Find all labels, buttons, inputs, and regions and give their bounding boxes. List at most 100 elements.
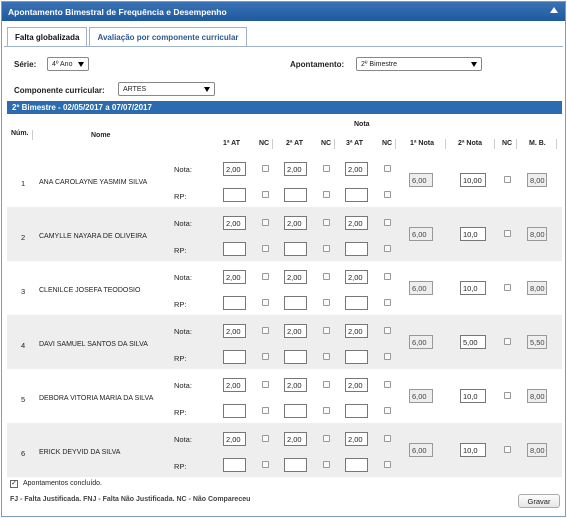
at2-nc-checkbox[interactable] [323,381,330,388]
at1-nota-input[interactable]: 2,00 [223,162,246,176]
at1-rp-nc-checkbox[interactable] [262,353,269,360]
at3-nc-checkbox[interactable] [384,165,391,172]
tab-falta-globalizada[interactable]: Falta globalizada [7,27,88,46]
at1-nc-checkbox[interactable] [262,381,269,388]
at3-nota-input[interactable]: 2,00 [345,324,368,338]
at2-rp-input[interactable] [284,242,307,256]
at1-rp-nc-checkbox[interactable] [262,245,269,252]
concluded-checkbox[interactable]: ✓ [10,480,18,488]
at1-rp-input[interactable] [223,350,246,364]
at3-rp-nc-checkbox[interactable] [384,245,391,252]
nota2-nc-checkbox[interactable] [504,176,511,183]
at3-nc-checkbox[interactable] [384,219,391,226]
nota1-readonly: 6,00 [409,227,433,241]
nota-row-label: Nota: [174,381,192,390]
at3-rp-nc-checkbox[interactable] [384,407,391,414]
at1-rp-input[interactable] [223,404,246,418]
at2-nota-input[interactable]: 2,00 [284,432,307,446]
nota2-nc-checkbox[interactable] [504,446,511,453]
at2-rp-nc-checkbox[interactable] [323,299,330,306]
at2-nc-checkbox[interactable] [323,327,330,334]
nota2-input[interactable]: 10,0 [460,227,486,241]
at2-rp-input[interactable] [284,350,307,364]
at2-nc-checkbox[interactable] [323,165,330,172]
period-bar: 2º Bimestre - 02/05/2017 a 07/07/2017 [7,101,562,114]
at1-nc-checkbox[interactable] [262,327,269,334]
at2-rp-input[interactable] [284,458,307,472]
at2-rp-input[interactable] [284,404,307,418]
nota2-input[interactable]: 10,0 [460,443,486,457]
at1-rp-input[interactable] [223,188,246,202]
header-separator [334,139,335,149]
period-text: 2º Bimestre - 02/05/2017 a 07/07/2017 [12,103,152,112]
nota2-nc-checkbox[interactable] [504,284,511,291]
at2-nota-input[interactable]: 2,00 [284,216,307,230]
at3-rp-nc-checkbox[interactable] [384,461,391,468]
at3-nc-checkbox[interactable] [384,381,391,388]
save-button[interactable]: Gravar [518,494,560,508]
nota2-input[interactable]: 10,00 [460,173,486,187]
at1-nota-input[interactable]: 2,00 [223,324,246,338]
at3-nota-input[interactable]: 2,00 [345,162,368,176]
at3-nc-checkbox[interactable] [384,273,391,280]
at1-nc-checkbox[interactable] [262,435,269,442]
at2-nc-checkbox[interactable] [323,273,330,280]
header-at1: 1ª AT [223,140,240,147]
at3-rp-input[interactable] [345,404,368,418]
at2-nota-input[interactable]: 2,00 [284,270,307,284]
nota2-nc-checkbox[interactable] [504,392,511,399]
tab-avaliacao-componente[interactable]: Avaliação por componente curricular [89,27,247,46]
at1-rp-nc-checkbox[interactable] [262,461,269,468]
at2-rp-nc-checkbox[interactable] [323,353,330,360]
at1-nc-checkbox[interactable] [262,273,269,280]
at2-nota-input[interactable]: 2,00 [284,162,307,176]
at2-rp-input[interactable] [284,296,307,310]
at2-nc-checkbox[interactable] [323,435,330,442]
at1-nc-checkbox[interactable] [262,219,269,226]
at3-nota-input[interactable]: 2,00 [345,216,368,230]
collapse-icon[interactable] [550,7,558,13]
at1-nota-input[interactable]: 2,00 [223,432,246,446]
at3-rp-input[interactable] [345,350,368,364]
at3-rp-nc-checkbox[interactable] [384,191,391,198]
at3-rp-input[interactable] [345,188,368,202]
nota2-input[interactable]: 10,0 [460,389,486,403]
student-name: DAVI SAMUEL SANTOS DA SILVA [39,341,148,348]
at3-rp-nc-checkbox[interactable] [384,299,391,306]
at2-rp-input[interactable] [284,188,307,202]
nota2-input[interactable]: 10,0 [460,281,486,295]
at2-rp-nc-checkbox[interactable] [323,245,330,252]
at3-nota-input[interactable]: 2,00 [345,270,368,284]
componente-select[interactable]: ARTES [118,82,215,96]
serie-select[interactable]: 4º Ano [47,57,89,71]
at3-rp-input[interactable] [345,458,368,472]
at1-rp-nc-checkbox[interactable] [262,191,269,198]
at2-nc-checkbox[interactable] [323,219,330,226]
at3-rp-input[interactable] [345,242,368,256]
at2-nota-input[interactable]: 2,00 [284,378,307,392]
at1-rp-nc-checkbox[interactable] [262,407,269,414]
at1-nc-checkbox[interactable] [262,165,269,172]
nota2-nc-checkbox[interactable] [504,230,511,237]
nota2-input[interactable]: 5,00 [460,335,486,349]
at2-rp-nc-checkbox[interactable] [323,407,330,414]
at1-rp-input[interactable] [223,242,246,256]
student-name: DEBORA VITORIA MARIA DA SILVA [39,395,154,402]
at1-rp-input[interactable] [223,458,246,472]
nota2-nc-checkbox[interactable] [504,338,511,345]
at1-nota-input[interactable]: 2,00 [223,216,246,230]
at3-rp-input[interactable] [345,296,368,310]
at2-nota-input[interactable]: 2,00 [284,324,307,338]
apontamento-select[interactable]: 2º Bimestre [356,57,482,71]
at2-rp-nc-checkbox[interactable] [323,461,330,468]
at3-nota-input[interactable]: 2,00 [345,378,368,392]
at3-rp-nc-checkbox[interactable] [384,353,391,360]
at1-rp-nc-checkbox[interactable] [262,299,269,306]
at1-nota-input[interactable]: 2,00 [223,270,246,284]
at1-nota-input[interactable]: 2,00 [223,378,246,392]
at3-nota-input[interactable]: 2,00 [345,432,368,446]
at1-rp-input[interactable] [223,296,246,310]
at3-nc-checkbox[interactable] [384,435,391,442]
at3-nc-checkbox[interactable] [384,327,391,334]
at2-rp-nc-checkbox[interactable] [323,191,330,198]
